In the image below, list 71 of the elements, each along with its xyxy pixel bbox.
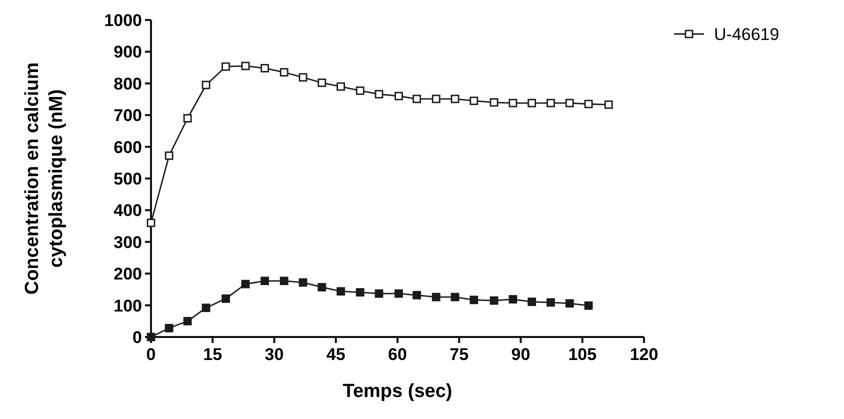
point bbox=[508, 295, 518, 304]
point bbox=[318, 283, 326, 292]
y-tick-label: 400 bbox=[114, 201, 142, 220]
point bbox=[202, 80, 210, 90]
point bbox=[604, 100, 613, 109]
point bbox=[336, 82, 346, 91]
x-tick-label: 15 bbox=[203, 345, 222, 364]
point bbox=[241, 280, 250, 288]
point bbox=[318, 78, 326, 87]
point bbox=[528, 98, 536, 108]
y-tick-label: 0 bbox=[132, 328, 142, 347]
point bbox=[222, 62, 230, 71]
point bbox=[412, 290, 422, 300]
point bbox=[394, 92, 403, 100]
point bbox=[164, 151, 174, 160]
y-tick-label: 100 bbox=[114, 296, 142, 316]
point bbox=[336, 287, 346, 296]
y-tick-label: 500 bbox=[114, 169, 142, 188]
point bbox=[565, 98, 574, 108]
y-tick-label: 800 bbox=[114, 74, 142, 94]
point bbox=[260, 64, 269, 72]
point bbox=[146, 218, 156, 228]
x-tick-label: 105 bbox=[568, 345, 597, 364]
legend-label: U-46619 bbox=[714, 24, 780, 44]
point bbox=[470, 96, 478, 106]
x-axis-title: Temps (sec) bbox=[342, 381, 452, 402]
x-tick-label: 30 bbox=[264, 345, 284, 364]
x-tick-label: 120 bbox=[630, 345, 658, 364]
point bbox=[356, 288, 364, 297]
point bbox=[374, 289, 384, 298]
x-tick-label: 45 bbox=[326, 345, 346, 364]
point bbox=[298, 73, 308, 82]
point bbox=[241, 62, 250, 70]
point bbox=[450, 94, 460, 104]
point bbox=[584, 301, 593, 310]
y-tick-label: 900 bbox=[114, 42, 142, 62]
x-tick-label: 60 bbox=[388, 345, 407, 364]
point bbox=[412, 94, 422, 104]
y-tick-label: 1000 bbox=[104, 10, 142, 30]
point bbox=[490, 296, 498, 305]
point bbox=[432, 292, 440, 302]
point bbox=[183, 316, 192, 326]
point bbox=[490, 98, 498, 107]
x-tick-label: 0 bbox=[146, 345, 156, 364]
y-tick-label: 200 bbox=[114, 264, 142, 284]
x-tick-label: 90 bbox=[511, 345, 530, 364]
point bbox=[470, 296, 478, 304]
point bbox=[202, 304, 210, 312]
point bbox=[432, 94, 440, 104]
point bbox=[280, 276, 288, 286]
point bbox=[584, 100, 593, 108]
point bbox=[546, 298, 555, 307]
point bbox=[356, 86, 364, 95]
point bbox=[164, 324, 174, 332]
point bbox=[546, 98, 555, 108]
point bbox=[183, 114, 192, 122]
point bbox=[298, 278, 308, 287]
y-tick-label: 700 bbox=[114, 106, 142, 126]
point bbox=[260, 276, 269, 286]
y-tick-label: 600 bbox=[114, 138, 142, 157]
point bbox=[394, 289, 403, 298]
y-tick-label: 300 bbox=[114, 232, 142, 252]
point bbox=[374, 90, 384, 98]
point bbox=[280, 68, 288, 77]
y-axis-title: Concentration en calcium cytoplasmique (nM) bbox=[22, 62, 67, 295]
point bbox=[222, 294, 230, 303]
point bbox=[528, 298, 536, 306]
point bbox=[565, 299, 574, 308]
point bbox=[508, 98, 518, 108]
point bbox=[450, 292, 460, 302]
x-tick-label: 75 bbox=[450, 345, 469, 364]
